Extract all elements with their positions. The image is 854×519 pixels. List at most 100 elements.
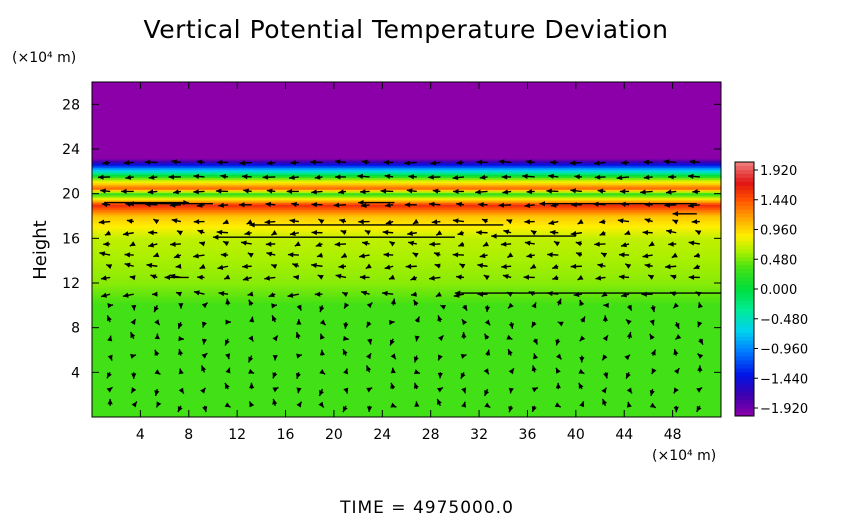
vector-arrow <box>557 321 564 327</box>
colorbar-segment <box>735 229 754 234</box>
vector-arrow <box>225 353 231 360</box>
field-band <box>92 195 721 199</box>
vector-arrow <box>247 355 254 363</box>
vector-arrow <box>600 252 608 258</box>
vector-arrow <box>168 174 181 180</box>
vector-arrow <box>130 318 137 326</box>
field-band <box>92 170 721 174</box>
vector-arrow <box>154 349 160 356</box>
field-band <box>92 194 721 197</box>
field-band <box>92 400 721 403</box>
vector-arrow <box>673 405 679 413</box>
field-band <box>92 189 721 192</box>
vector-arrow <box>532 338 539 345</box>
vector-arrow <box>272 398 278 407</box>
colorbar-tick-label: −1.920 <box>760 402 808 417</box>
vector-arrow <box>107 303 114 309</box>
vector-arrow <box>343 335 349 342</box>
vector-arrow <box>501 263 512 270</box>
colorbar-segment <box>735 312 754 318</box>
vector-arrow <box>502 274 512 280</box>
vector-arrow <box>178 336 185 342</box>
vector-arrow <box>99 251 111 257</box>
vector-arrow <box>125 174 134 180</box>
vector-arrow <box>506 334 513 341</box>
field-band <box>92 210 721 214</box>
field-band <box>92 321 721 324</box>
vector-arrow <box>436 386 444 393</box>
vector-arrow <box>674 334 682 341</box>
vector-arrow <box>243 188 252 194</box>
vector-arrow <box>621 159 630 166</box>
vector-arrow <box>130 387 137 394</box>
vector-arrow <box>311 201 323 208</box>
field-band <box>92 117 721 120</box>
heatmap-field <box>92 82 721 417</box>
vector-arrow <box>173 253 182 259</box>
vector-arrow <box>170 241 181 247</box>
field-band <box>92 313 721 316</box>
vector-arrow <box>456 159 465 166</box>
vector-arrow <box>647 274 655 280</box>
field-band <box>92 115 721 118</box>
vector-arrow <box>131 401 138 408</box>
vector-arrow <box>697 321 703 328</box>
vector-arrow <box>291 201 299 208</box>
colorbar-tick-label: −1.440 <box>760 372 808 387</box>
vector-arrow <box>601 291 608 298</box>
x-tick-label: 12 <box>228 427 246 443</box>
field-band <box>92 291 721 294</box>
field-band <box>92 331 721 334</box>
vector-arrow <box>476 159 488 165</box>
x-tick-label: 40 <box>567 427 585 443</box>
field-band <box>92 299 721 303</box>
vector-arrow <box>575 241 583 247</box>
vector-arrow <box>384 202 394 208</box>
vector-arrow <box>625 372 631 379</box>
vector-arrow <box>382 290 394 297</box>
vector-arrow <box>225 319 231 325</box>
vector-arrow <box>272 386 279 393</box>
vector-arrow <box>459 263 466 269</box>
vector-arrow <box>461 401 467 408</box>
vector-arrow <box>408 174 417 180</box>
field-band <box>92 227 721 230</box>
colorbar-segment <box>735 289 754 294</box>
field-band <box>92 406 721 410</box>
vector-arrow <box>666 229 677 235</box>
vector-arrow <box>570 263 582 270</box>
vector-arrow <box>358 219 370 225</box>
vector-arrow <box>483 388 490 397</box>
vector-arrow <box>413 382 419 390</box>
field-band <box>92 298 721 301</box>
colorbar-tick-label: 0.480 <box>760 253 797 268</box>
field-band <box>92 160 721 163</box>
vector-arrow <box>649 319 655 326</box>
field-band <box>92 98 721 102</box>
vector-arrow <box>289 174 299 181</box>
vector-arrow <box>201 302 209 309</box>
vector-arrow <box>665 189 677 195</box>
colorbar-segment <box>735 412 754 417</box>
y-tick-label: 20 <box>62 187 80 203</box>
vector-arrow <box>154 388 160 397</box>
vector-arrow <box>100 188 111 194</box>
vector-arrow <box>201 352 208 359</box>
vector-arrow <box>106 386 113 393</box>
vector-arrow <box>484 319 491 326</box>
vector-arrow <box>154 333 160 340</box>
vector-arrow <box>177 321 183 330</box>
x-tick-label: 16 <box>277 427 295 443</box>
colorbar-tick-label: 1.440 <box>760 194 797 209</box>
vector-arrow <box>122 292 134 298</box>
vector-arrow <box>171 218 182 224</box>
vector-arrow <box>319 305 325 313</box>
vector-arrow <box>286 188 299 195</box>
vector-arrow <box>341 291 349 298</box>
colorbar-segment <box>735 193 754 199</box>
x-tick-label: 20 <box>325 427 343 443</box>
colorbar-segment <box>735 336 754 342</box>
vector-arrow <box>217 264 229 270</box>
vector-arrow <box>319 319 327 326</box>
vector-arrow <box>271 315 277 323</box>
